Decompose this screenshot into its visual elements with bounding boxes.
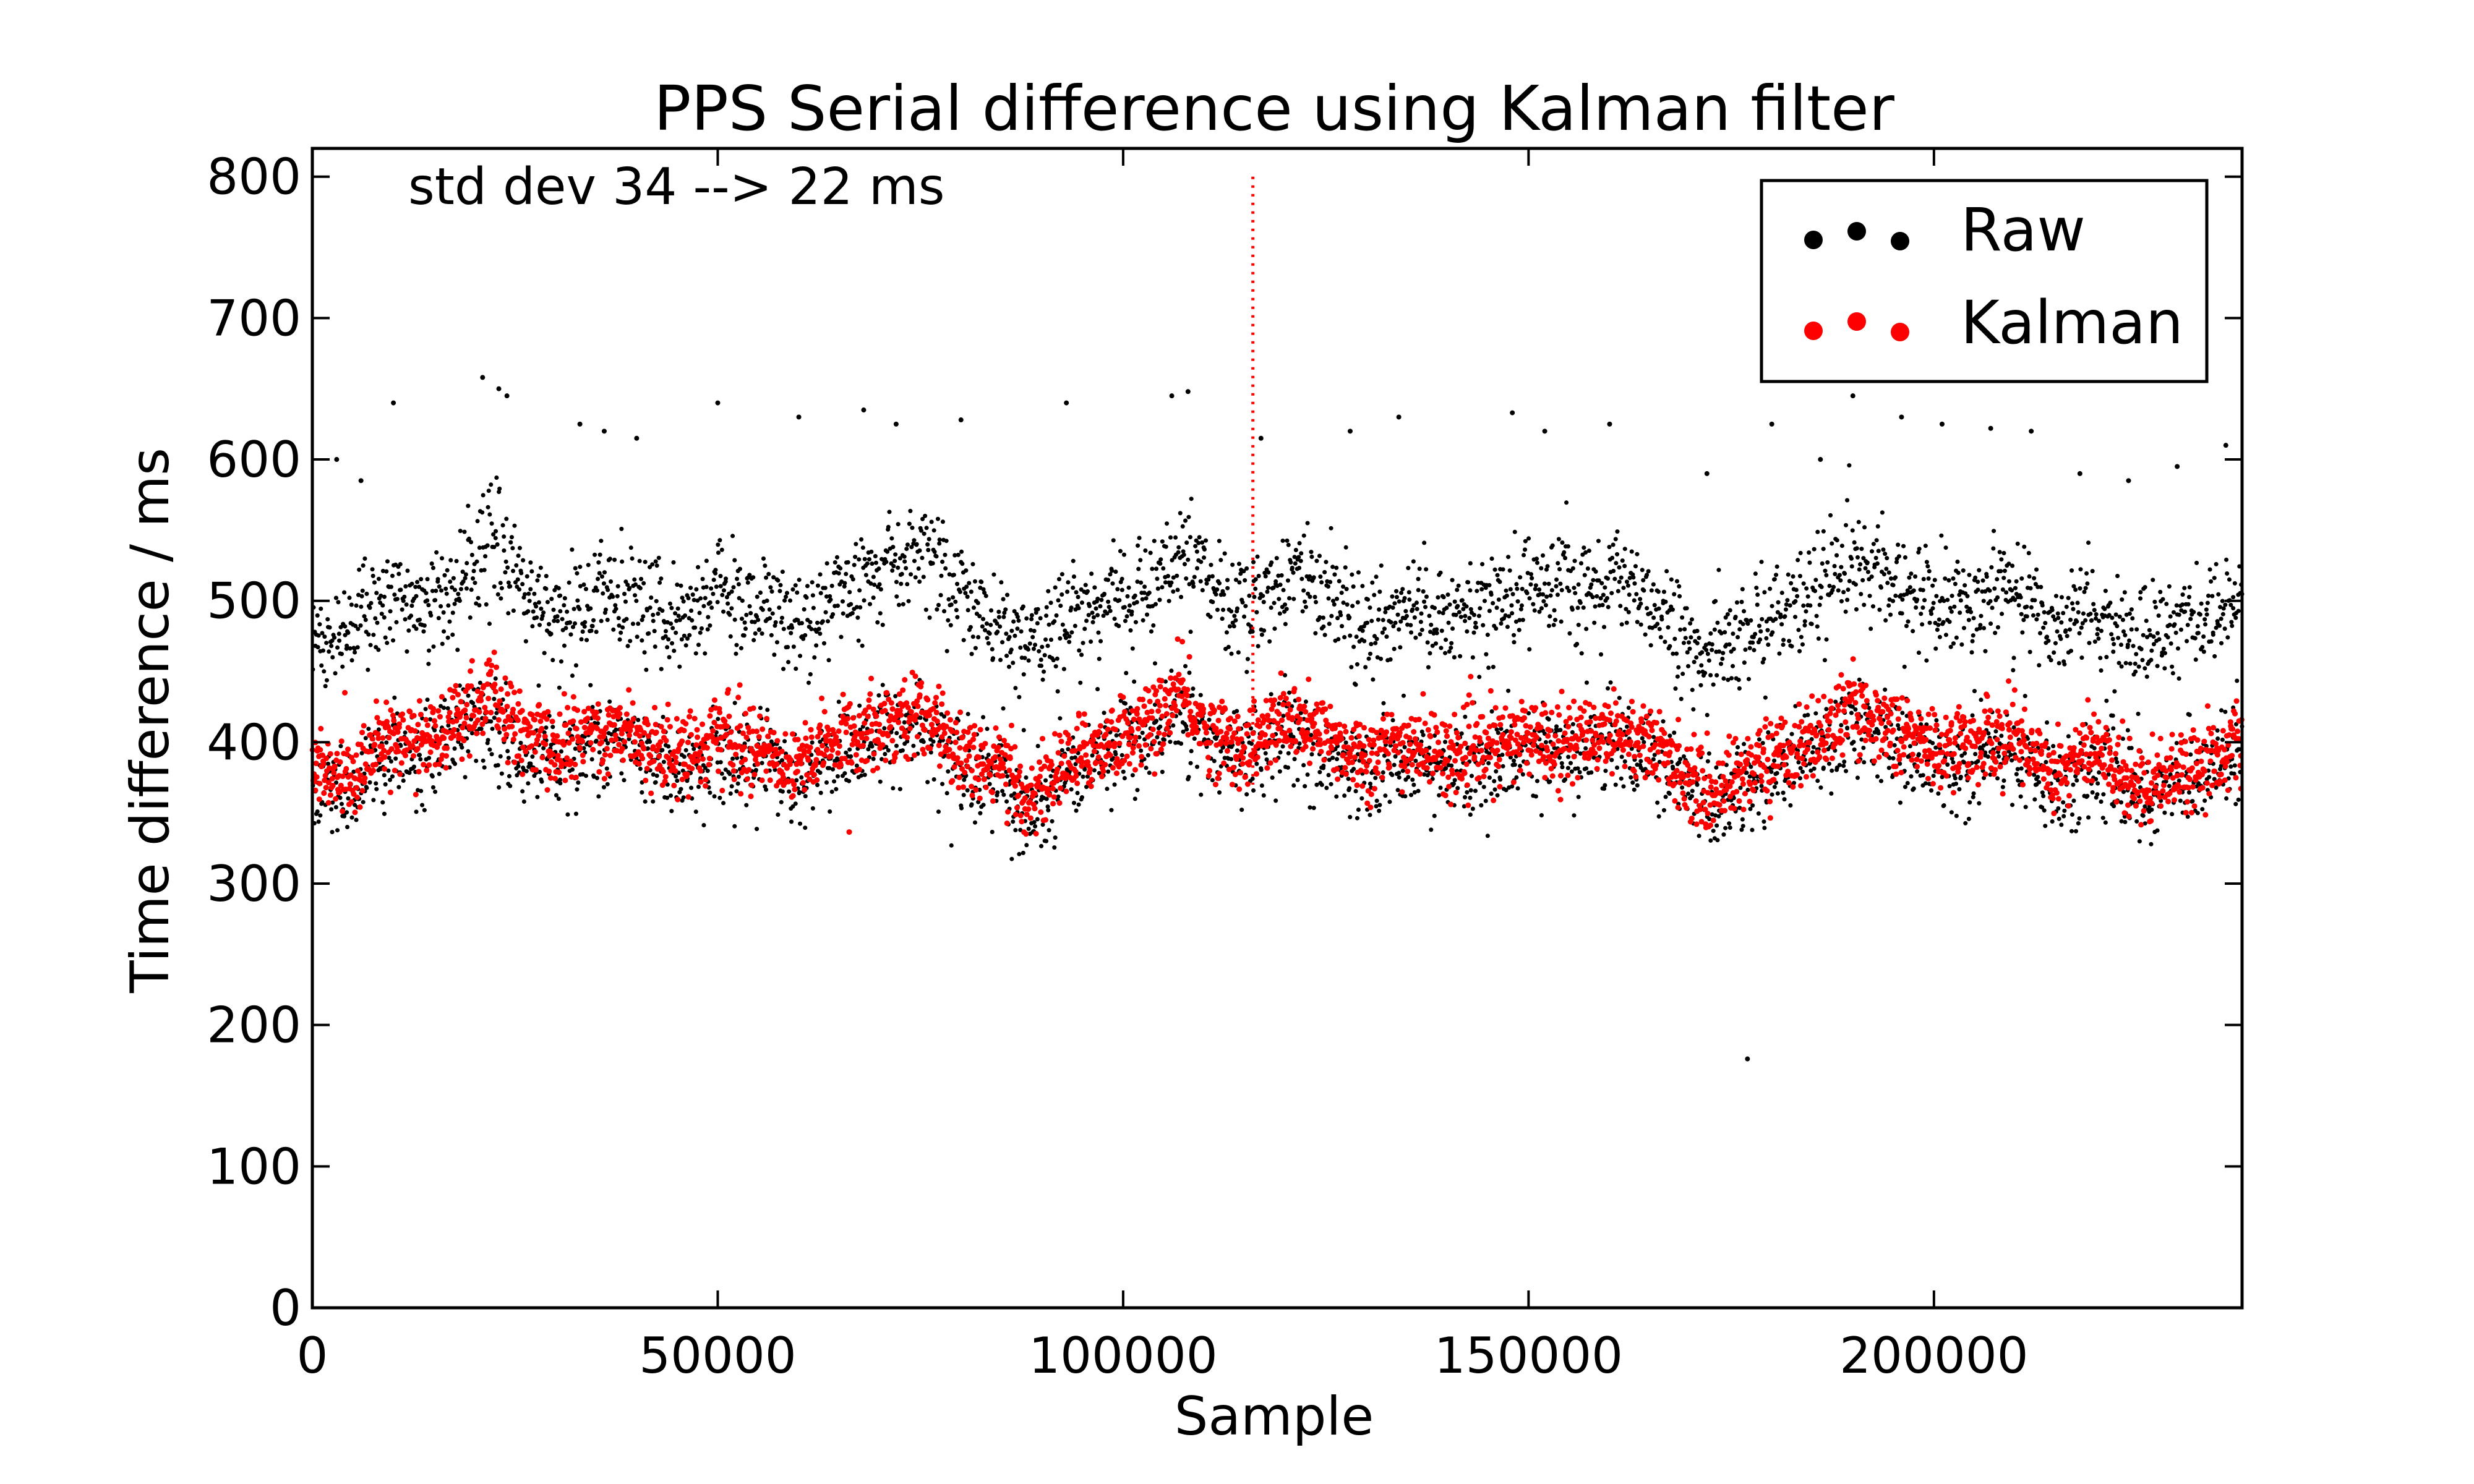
raw-outlier-point	[1169, 393, 1175, 399]
raw-outlier-point	[358, 478, 364, 484]
raw-outlier-point	[861, 407, 867, 413]
raw-outlier-point	[1704, 471, 1710, 476]
x-tick-label: 100000	[1029, 1327, 1217, 1384]
legend-kalman-dot	[1847, 312, 1866, 331]
y-tick-label: 200	[207, 997, 301, 1054]
raw-outlier-point	[1542, 429, 1547, 434]
raw-outlier-point	[2077, 471, 2082, 476]
y-tick-label: 500	[207, 573, 301, 630]
raw-outlier-point	[1850, 393, 1856, 399]
raw-outlier-point	[1510, 410, 1515, 416]
raw-outlier-point	[577, 421, 583, 427]
y-tick-label: 700	[207, 289, 301, 347]
raw-outlier-point	[634, 435, 640, 441]
legend-kalman-markers	[1804, 312, 1909, 341]
x-tick-label: 200000	[1839, 1327, 2028, 1384]
raw-series	[310, 375, 2245, 1062]
y-tick-label: 300	[207, 855, 301, 913]
raw-outlier-point	[2126, 478, 2131, 484]
raw-outlier-point	[1899, 414, 1904, 420]
legend: Raw Kalman	[1760, 179, 2209, 383]
raw-outlier-point	[1988, 425, 1993, 431]
y-tick-label: 0	[270, 1279, 301, 1337]
legend-raw-dot	[1804, 231, 1823, 249]
y-tick-label: 400	[207, 714, 301, 771]
raw-outlier-point	[1745, 1056, 1750, 1062]
raw-outlier-point	[1064, 400, 1069, 406]
legend-raw-dot	[1891, 232, 1909, 250]
x-tick-label: 50000	[639, 1327, 797, 1384]
raw-outlier-point	[1258, 435, 1264, 441]
raw-outlier-point	[496, 386, 502, 391]
legend-raw-markers	[1804, 222, 1909, 250]
raw-outlier-point	[1607, 421, 1612, 427]
y-axis: 0 100 200 300 400 500 600 700 800	[207, 148, 2242, 1337]
raw-outlier-point	[1185, 389, 1191, 394]
raw-outlier-point	[1347, 429, 1353, 434]
legend-kalman-label: Kalman	[1961, 288, 2183, 357]
raw-outlier-point	[1769, 421, 1774, 427]
chart-title: PPS Serial difference using Kalman filte…	[654, 72, 1895, 145]
plot-frame	[310, 147, 2244, 1310]
y-axis-label: Time difference / ms	[119, 448, 181, 994]
y-tick-label: 600	[207, 431, 301, 488]
x-axis: 0 50000 100000 150000 200000	[297, 148, 2029, 1384]
y-tick-label: 100	[207, 1138, 301, 1195]
legend-kalman-dot	[1891, 323, 1909, 341]
raw-outlier-point	[1396, 414, 1402, 420]
x-tick-label: 0	[297, 1327, 328, 1384]
raw-outlier-point	[601, 429, 607, 434]
raw-outlier-point	[2029, 429, 2034, 434]
legend-raw-dot	[1847, 222, 1866, 241]
x-tick-label: 150000	[1434, 1327, 1623, 1384]
raw-outlier-point	[1818, 457, 1823, 463]
raw-outlier-point	[958, 417, 964, 423]
kalman-points	[309, 636, 2245, 837]
legend-raw-label: Raw	[1961, 195, 2086, 265]
raw-outlier-point	[391, 400, 396, 406]
y-tick-label: 800	[207, 148, 301, 206]
std-dev-annotation: std dev 34 --> 22 ms	[408, 158, 944, 216]
raw-outlier-point	[1939, 421, 1945, 427]
x-axis-label: Sample	[1175, 1386, 1374, 1448]
legend-box	[1760, 179, 2209, 383]
raw-outlier-point	[715, 400, 721, 406]
raw-outlier-point	[2175, 464, 2180, 469]
legend-kalman-dot	[1804, 322, 1823, 340]
raw-outlier-point	[893, 421, 899, 427]
raw-outlier-point	[2223, 443, 2228, 448]
kalman-series	[309, 636, 2245, 837]
raw-outlier-point	[796, 414, 802, 420]
raw-outlier-point	[334, 457, 340, 463]
raw-points	[310, 463, 2245, 861]
raw-outlier-point	[480, 375, 486, 380]
raw-outlier-point	[504, 393, 510, 399]
